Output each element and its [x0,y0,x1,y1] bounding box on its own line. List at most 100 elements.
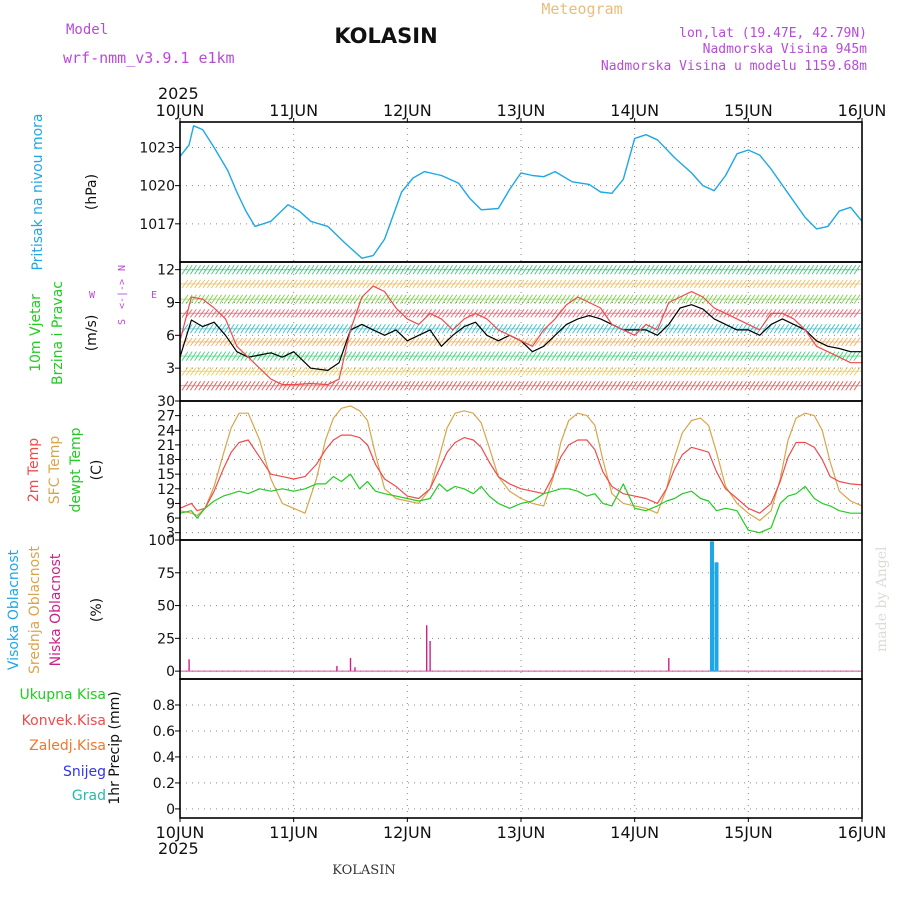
y-tick-label: 100 [148,533,175,549]
t2m-line [179,434,863,514]
pressure-panel: 1017 1020 1023 Pritisak na nivou mora (hPa) [30,113,863,271]
time-axis: 10JUN 10JUN 11JUN 11JUN 12JUN 12JUN 13JUN 13JUN… [156,101,887,842]
sfc-temp-line [179,405,863,522]
pressure-axis-title: Pritisak na nivou mora [30,113,46,270]
cloud-bar [429,641,431,672]
cloud-axis-title-1: Visoka Oblacnost [6,549,22,670]
compass-east: E [151,290,157,301]
y-tick-label: 75 [157,566,175,582]
precip-legend-item: Snijeg [63,764,106,780]
y-tick-label: 30 [157,394,175,410]
temp-axis-unit: (C) [89,460,105,481]
temp-axis-title-3: dewpt Temp [68,427,84,512]
precip-legend-item: Zaledj.Kisa [29,738,106,754]
x-tick-label-bottom: 10JUN [156,823,205,842]
y-tick-label: 6 [166,328,175,344]
x-tick-label-top: 15JUN [724,101,773,120]
model-label: Model [66,22,108,38]
cloud-bar [188,659,190,672]
precip-legend-item: Ukupna Kisa [19,687,106,703]
x-tick-label-bottom: 11JUN [269,823,318,842]
precip-axis-title: 1hr Precip (mm) [107,691,123,804]
x-tick-label-bottom: 14JUN [610,823,659,842]
x-tick-label-bottom: 15JUN [724,823,773,842]
cloud-axis-unit: (%) [89,598,105,622]
meteogram-title: Meteogram [541,0,622,18]
x-tick-label-top: 11JUN [269,101,318,120]
watermark: made by Angel [874,546,890,652]
y-tick-label: 0.6 [153,724,175,740]
cloud-bar [668,658,670,672]
cloud-bar [349,658,352,672]
cloud-bar [336,665,338,672]
x-tick-label-top: 14JUN [610,101,659,120]
panel-frame [179,400,863,541]
cloud-cover-panel: 0 25 50 75 100 Visoka Oblacnost Srednja Oblacn… [6,533,863,680]
compass-south: S [117,319,128,325]
panel-frame [179,539,863,680]
dewpoint-line [179,473,862,534]
year-top: 2025 [158,84,199,103]
wind-speed-line [179,304,862,371]
x-tick-label-bottom: 16JUN [838,823,887,842]
y-tick-label: 0.2 [153,776,175,792]
pressure-line [179,125,863,259]
y-tick-label: 12 [157,263,175,279]
compass-north: N [117,265,128,271]
y-tick-label: 1020 [139,179,175,195]
footer-station: KOLASIN [332,863,395,878]
y-tick-label: 9 [166,295,175,311]
model-elevation-label: Nadmorska Visina u modelu 1159.68m [601,59,867,74]
cloud-bar [714,562,719,672]
temp-axis-title-1: 2m Temp [26,438,42,502]
cloud-bar [354,667,356,672]
x-tick-label-bottom: 13JUN [497,823,546,842]
y-tick-label: 50 [157,599,175,615]
x-tick-label-top: 13JUN [497,101,546,120]
coords-label: lon,lat (19.47E, 42.79N) [679,26,867,41]
wind-panel: 3 6 9 12 10m Vjetar Brzina i Pravac (m/s) W E <-|… [28,261,863,402]
x-tick-label-top: 10JUN [156,101,205,120]
y-tick-label: 3 [166,526,175,542]
panel-frame [179,121,863,263]
wind-axis-title-2: Brzina i Pravac [50,281,66,385]
y-tick-label: 1017 [139,217,175,233]
compass-rose: W E <-|-> N S [89,265,157,325]
y-tick-label: 15 [157,467,175,483]
cloud-bar [710,541,714,672]
precip-legend-item: Grad [72,788,106,804]
wind-axis-title-1: 10m Vjetar [28,294,44,372]
station-title: KOLASIN [334,24,437,48]
y-tick-label: 1023 [139,140,175,156]
cloud-axis-title-3: Niska Oblacnost [48,553,64,666]
y-tick-label: 18 [157,453,175,469]
panel-frame [179,678,863,819]
y-tick-label: 0 [166,664,175,680]
compass-west: W [89,290,96,301]
year-bottom: 2025 [158,839,199,858]
y-tick-label: 6 [166,511,175,527]
y-tick-label: 27 [157,409,175,425]
wind-gust-line [179,285,862,386]
precipitation-panel: 0 0.2 0.4 0.6 0.8 1hr Precip (mm)Ukupna Kisa K… [19,678,863,819]
cloud-bar [426,625,428,672]
pressure-axis-unit: (hPa) [84,174,100,210]
temp-axis-title-2: SFC Temp [47,436,63,505]
compass-arrow: <-|-> [117,279,128,309]
y-tick-label: 21 [157,438,175,454]
model-name: wrf-nmm_v3.9.1 e1km [63,49,235,67]
y-tick-label: 12 [157,482,175,498]
wind-axis-unit: (m/s) [84,315,100,352]
y-tick-label: 9 [166,496,175,512]
x-tick-label-top: 16JUN [838,101,887,120]
cloud-axis-title-2: Srednja Oblacnost [27,546,43,674]
y-tick-label: 0 [166,802,175,818]
x-tick-label-top: 12JUN [383,101,432,120]
y-tick-label: 0.4 [153,750,175,766]
precip-legend-item: Konvek.Kisa [22,713,106,729]
y-tick-label: 0.8 [153,698,175,714]
y-tick-label: 3 [166,361,175,377]
wind-barb-field [180,264,862,391]
